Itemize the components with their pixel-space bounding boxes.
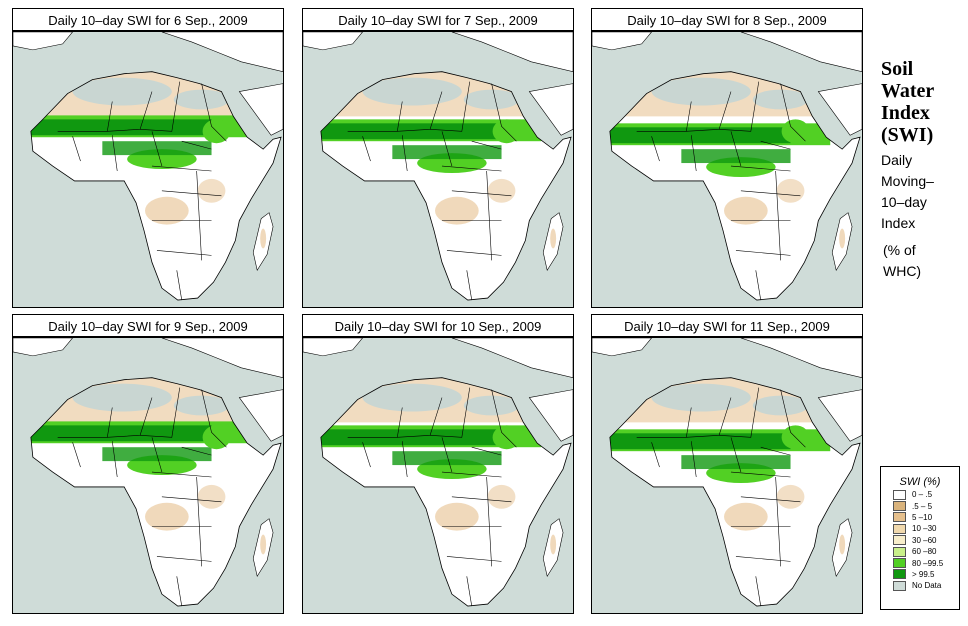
- legend-swatch: [893, 580, 906, 591]
- legend-label: 0 – .5: [912, 490, 933, 500]
- panel-title-5: Daily 10–day SWI for 10 Sep., 2009: [302, 314, 574, 337]
- legend-title: SWI (%): [899, 476, 941, 488]
- legend-label: 5 –10: [912, 512, 933, 522]
- africa-map: [592, 32, 862, 307]
- map-panel-3: [591, 31, 863, 308]
- legend-item: 60 –80: [893, 546, 959, 557]
- legend-label: .5 – 5: [912, 501, 933, 511]
- legend-item: No Data: [893, 580, 959, 591]
- side-unit-line: WHC): [883, 263, 922, 279]
- legend-swatch: [893, 501, 906, 512]
- side-unit-line: (% of: [883, 242, 916, 258]
- africa-map: [592, 338, 862, 613]
- legend-label: 60 –80: [912, 547, 937, 557]
- legend-label: 10 –30: [912, 524, 937, 534]
- side-subtitle-line: Index: [881, 215, 916, 231]
- panel-title-3: Daily 10–day SWI for 8 Sep., 2009: [591, 8, 863, 31]
- side-subtitle-line: 10–day: [881, 194, 927, 210]
- legend-swatch: [893, 489, 906, 500]
- side-title: Soil Water Index (SWI): [881, 58, 961, 146]
- side-unit: (% of WHC): [883, 240, 963, 282]
- africa-map: [303, 32, 573, 307]
- legend-swatch: [893, 512, 906, 523]
- legend-label: 30 –60: [912, 535, 937, 545]
- map-panel-5: [302, 337, 574, 614]
- side-title-line: Index: [881, 102, 930, 124]
- panel-title-2: Daily 10–day SWI for 7 Sep., 2009: [302, 8, 574, 31]
- side-title-line: Water: [881, 80, 935, 102]
- legend-swatch: [893, 569, 906, 580]
- side-title-line: Soil: [881, 58, 914, 80]
- legend-item: 5 –10: [893, 512, 959, 523]
- legend-item: > 99.5: [893, 569, 959, 580]
- legend-swatch: [893, 523, 906, 534]
- africa-map: [13, 32, 283, 307]
- legend-item: 30 –60: [893, 535, 959, 546]
- panel-title-6: Daily 10–day SWI for 11 Sep., 2009: [591, 314, 863, 337]
- africa-map: [303, 338, 573, 613]
- side-subtitle: Daily Moving– 10–day Index: [881, 150, 961, 234]
- panel-title-4: Daily 10–day SWI for 9 Sep., 2009: [12, 314, 284, 337]
- legend-swatch: [893, 535, 906, 546]
- side-subtitle-line: Daily: [881, 152, 913, 168]
- map-panel-6: [591, 337, 863, 614]
- map-panel-2: [302, 31, 574, 308]
- legend-swatch: [893, 546, 906, 557]
- legend-item: 0 – .5: [893, 489, 959, 500]
- legend-label: > 99.5: [912, 569, 935, 579]
- legend-item: 10 –30: [893, 523, 959, 534]
- legend-label: No Data: [912, 581, 942, 591]
- side-title-line: (SWI): [881, 124, 934, 146]
- legend-swatch: [893, 558, 906, 569]
- map-panel-1: [12, 31, 284, 308]
- map-panel-4: [12, 337, 284, 614]
- legend-label: 80 –99.5: [912, 558, 944, 568]
- legend-item: .5 – 5: [893, 500, 959, 512]
- panel-title-1: Daily 10–day SWI for 6 Sep., 2009: [12, 8, 284, 31]
- legend-item: 80 –99.5: [893, 557, 959, 569]
- africa-map: [13, 338, 283, 613]
- side-subtitle-line: Moving–: [881, 173, 934, 189]
